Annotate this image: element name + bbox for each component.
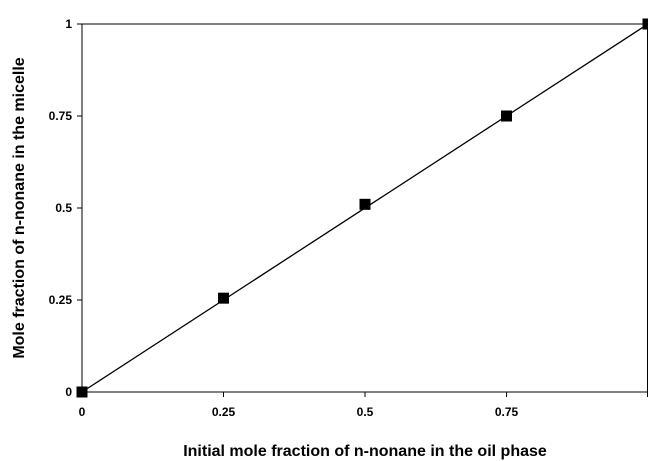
y-tick-label: 0.25	[49, 293, 73, 307]
data-point	[218, 292, 229, 304]
y-tick-label: 0.75	[49, 109, 73, 123]
data-point	[76, 386, 88, 398]
data-point	[642, 18, 648, 30]
x-tick-label: 0.25	[212, 405, 236, 419]
x-tick-label: 0.5	[357, 405, 374, 419]
x-tick-label: 0	[79, 405, 86, 419]
data-point	[501, 110, 512, 122]
y-tick-label: 0.5	[55, 201, 72, 215]
y-tick-label: 1	[65, 17, 72, 31]
y-axis-title: Mole fraction of n-nonane in the micelle	[11, 57, 28, 358]
x-axis-title: Initial mole fraction of n-nonane in the…	[183, 443, 547, 460]
y-axis-ticks: 0 0.25 0.5 0.75 1	[49, 17, 82, 399]
data-point	[359, 198, 371, 210]
x-tick-label: 0.75	[495, 405, 519, 419]
y-tick-label: 0	[65, 385, 72, 399]
data-points	[76, 18, 648, 398]
x-axis-ticks: 0 0.25 0.5 0.75	[79, 392, 648, 419]
